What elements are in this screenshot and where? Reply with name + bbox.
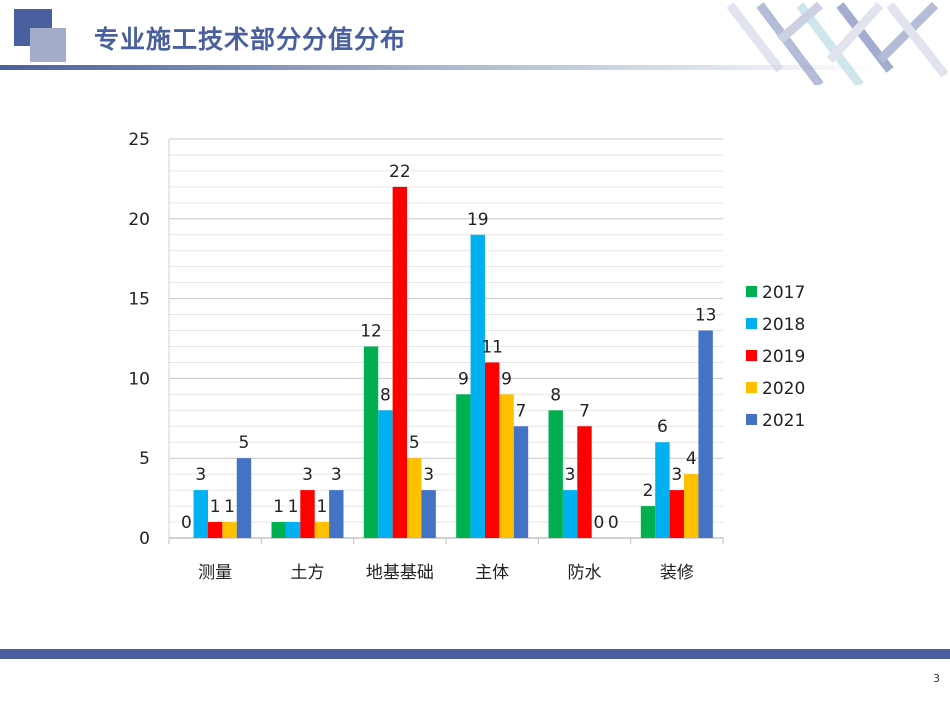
data-label: 0 [608,513,619,533]
data-label: 13 [695,306,717,326]
x-tick-label: 测量 [198,563,232,583]
bar-2019 [207,522,223,538]
data-label: 3 [331,465,342,485]
bar-2020 [314,522,330,538]
data-label: 5 [409,433,420,453]
bar-2021 [329,490,344,538]
bar-2018 [470,234,485,538]
legend-swatch-2021 [746,414,757,425]
bar-2019 [484,362,500,538]
y-tick-label: 25 [128,130,150,150]
data-label: 5 [239,433,250,453]
x-tick-label: 防水 [568,563,602,583]
data-label: 0 [593,513,604,533]
data-label: 9 [501,369,512,389]
x-tick-label: 装修 [660,563,694,583]
y-tick-label: 10 [128,369,150,389]
data-label: 1 [273,497,284,517]
bar-2018 [285,522,301,538]
data-label: 19 [467,210,489,230]
legend-label: 2020 [762,379,805,399]
bar-2021 [421,490,436,538]
data-label: 11 [481,337,503,357]
data-label: 8 [550,385,561,405]
bar-2018 [193,490,208,538]
bar-2021 [698,330,713,538]
y-tick-label: 20 [128,210,150,230]
x-tick-label: 地基基础 [366,563,434,583]
data-label: 1 [210,497,221,517]
legend-label: 2017 [762,283,805,303]
data-label: 3 [195,465,206,485]
bar-2017 [456,394,471,538]
data-label: 1 [288,497,299,517]
data-label: 0 [181,513,192,533]
data-label: 22 [389,162,411,182]
data-label: 7 [579,401,590,421]
decor-square [30,28,66,62]
bar-2020 [407,458,422,538]
legend-label: 2019 [762,347,805,367]
bar-2017 [548,410,563,538]
data-label: 7 [516,401,527,421]
legend-label: 2021 [762,411,805,431]
y-tick-label: 5 [139,449,150,469]
bar-2017 [363,346,379,538]
bar-2019 [392,186,408,538]
legend-swatch-2018 [746,318,757,329]
bar-2021 [236,458,252,538]
slide-title: 专业施工技术部分分值分布 [94,25,407,54]
data-label: 1 [316,497,327,517]
data-label: 3 [302,465,313,485]
data-label: 8 [380,385,391,405]
x-tick-label: 主体 [475,563,509,583]
legend-swatch-2020 [746,382,757,393]
bar-2018 [378,410,393,538]
bar-2020 [222,522,237,538]
legend-label: 2018 [762,315,805,335]
bar-2017 [271,522,286,538]
bar-2017 [640,506,656,538]
decor-lattice [726,1,949,85]
data-label: 6 [657,417,668,437]
data-label: 12 [360,321,382,341]
legend-swatch-2019 [746,350,757,361]
y-tick-label: 15 [128,290,150,310]
bar-2019 [577,426,592,538]
bar-2018 [655,442,670,538]
bar-2019 [300,490,315,538]
footer-band [0,649,950,659]
data-label: 3 [423,465,434,485]
data-label: 1 [224,497,235,517]
legend-swatch-2017 [746,286,757,297]
x-tick-label: 土方 [291,563,325,583]
data-label: 4 [686,449,697,469]
data-label: 9 [458,369,469,389]
bar-2020 [684,474,699,538]
page-number: 3 [933,672,940,685]
y-tick-label: 0 [139,529,150,549]
bar-2021 [513,426,529,538]
title-underline [0,65,880,70]
data-label: 3 [671,465,682,485]
data-label: 2 [643,481,654,501]
bar-2018 [562,490,578,538]
bar-2020 [499,394,514,538]
bar-2019 [669,490,685,538]
data-label: 3 [565,465,576,485]
